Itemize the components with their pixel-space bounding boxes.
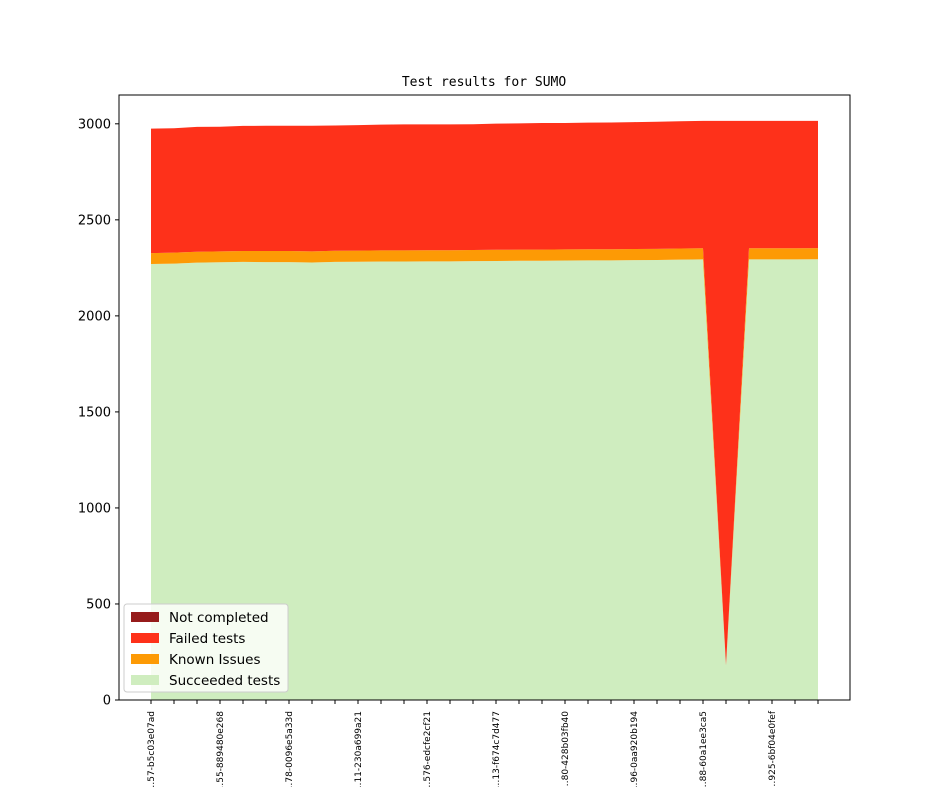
x-tick-label: …13-f674c7d477 (492, 711, 502, 787)
legend-label: Failed tests (169, 631, 245, 647)
x-tick-label: …576-edcfe2cf21 (423, 711, 433, 787)
legend-label: Known Issues (169, 652, 261, 668)
legend-swatch (131, 654, 159, 664)
x-tick-label: …78-0096e5a33d (285, 711, 295, 787)
x-tick-label: …88-60a1ee3ca5 (699, 711, 709, 787)
x-axis: …57-b5c03e07ad …55-889480e268 …78-0096e5a3… (147, 700, 819, 787)
x-tick-label: …80-428b03fb40 (561, 711, 571, 787)
y-tick-label: 2500 (78, 213, 111, 228)
y-tick-label: 3000 (78, 117, 111, 132)
area-failed-tests (151, 120, 818, 666)
legend-box (123, 603, 289, 693)
y-tick-label: 2000 (78, 309, 111, 324)
area-succeeded-tests (151, 259, 818, 700)
x-tick-label: …11-230a699a21 (354, 711, 364, 787)
legend-swatch (131, 612, 159, 622)
legend-swatch (131, 633, 159, 643)
y-tick-label: 1500 (78, 405, 111, 420)
x-tick-label: …57-b5c03e07ad (147, 711, 157, 787)
legend: Not completed Failed tests Known Issues Suc… (123, 603, 289, 693)
x-tick-label: …55-889480e268 (216, 711, 226, 787)
plot-frame (118, 94, 851, 701)
y-tick-label: 1000 (78, 501, 111, 516)
legend-label: Not completed (169, 610, 269, 626)
area-layers (151, 120, 818, 700)
y-tick-label: 0 (103, 694, 111, 709)
x-tick-label: …96-0aa920b194 (630, 711, 640, 787)
x-tick-label: …925-6bf04e0fef (768, 710, 778, 787)
legend-swatch (131, 675, 159, 685)
y-axis: 0 500 1000 1500 2000 2500 3000 (78, 117, 119, 709)
chart-title: Test results for SUMO (402, 75, 567, 90)
y-tick-label: 500 (86, 597, 111, 612)
legend-label: Succeeded tests (169, 673, 280, 689)
